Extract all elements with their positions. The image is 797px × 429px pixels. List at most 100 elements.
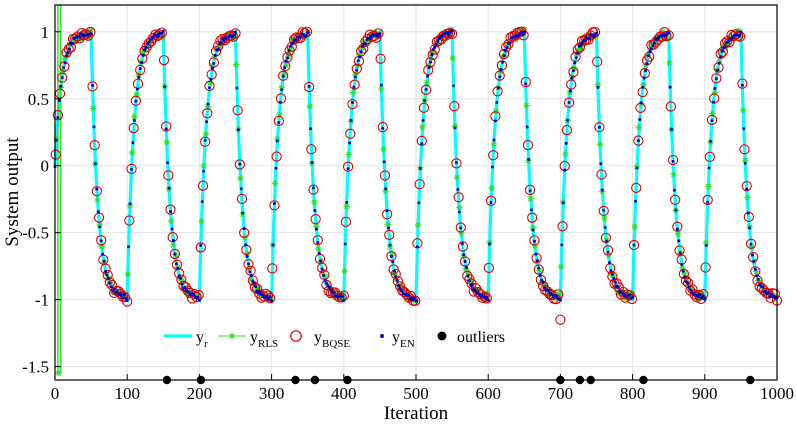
legend: yr yRLS yBQSE yEN outliers <box>164 329 505 350</box>
en-point <box>170 227 174 231</box>
en-point <box>756 278 760 282</box>
en-point <box>388 243 392 247</box>
rls-point <box>557 263 565 270</box>
bqse-point <box>739 144 750 155</box>
bqse-point <box>351 63 362 74</box>
bqse-point <box>600 232 612 244</box>
en-point <box>258 290 262 294</box>
en-point <box>236 128 240 132</box>
en-point <box>688 288 692 292</box>
bqse-point <box>459 256 471 267</box>
bqse-point <box>555 314 566 325</box>
en-point <box>327 285 331 289</box>
x-tick-label: 300 <box>259 384 285 403</box>
bqse-point <box>204 80 215 92</box>
legend-symbol-rls <box>218 332 246 340</box>
en-point <box>385 209 389 213</box>
bqse-point <box>737 78 748 89</box>
bqse-point <box>501 41 512 53</box>
bqse-point <box>70 33 81 44</box>
en-point <box>599 162 603 166</box>
en-point <box>527 158 531 162</box>
en-point <box>212 61 216 65</box>
en-point <box>352 85 356 89</box>
en-point <box>436 39 440 43</box>
en-point <box>319 259 323 263</box>
bqse-point <box>420 84 432 95</box>
rls-point <box>419 123 426 131</box>
rls-point <box>453 174 461 181</box>
en-point <box>569 89 573 93</box>
en-point <box>200 200 204 204</box>
legend-label: yEN <box>392 329 415 350</box>
en-point <box>203 138 207 142</box>
bqse-point <box>524 184 536 195</box>
en-point <box>134 99 138 103</box>
rls-point <box>349 89 357 96</box>
rls-point <box>666 59 673 66</box>
en-point <box>633 199 637 203</box>
x-tick-label: 1000 <box>760 384 794 403</box>
en-point <box>683 275 687 279</box>
en-point <box>283 66 287 70</box>
en-point <box>121 296 125 300</box>
bqse-point <box>163 170 174 181</box>
en-point <box>413 296 417 300</box>
bqse-point <box>745 238 757 249</box>
bqse-point <box>182 285 193 296</box>
en-point <box>278 100 282 104</box>
en-point <box>205 120 209 124</box>
rls-point <box>272 180 279 187</box>
en-point <box>105 273 109 277</box>
bqse-point <box>667 154 679 166</box>
bqse-point <box>410 295 421 306</box>
en-point <box>753 267 757 271</box>
en-point <box>216 48 220 52</box>
en-point <box>219 41 223 45</box>
en-point <box>687 285 691 289</box>
bqse-point <box>93 212 105 223</box>
en-point <box>740 83 744 87</box>
bqse-point <box>715 48 726 59</box>
en-point <box>603 226 607 230</box>
bqse-point <box>342 161 354 172</box>
en-point <box>746 211 750 215</box>
bqse-point <box>390 268 401 280</box>
bqse-point <box>312 235 323 246</box>
rls-point <box>90 105 97 112</box>
en-point <box>433 45 437 49</box>
en-point <box>504 48 508 52</box>
en-point <box>177 274 181 278</box>
x-tick-label: 100 <box>114 384 140 403</box>
en-point <box>54 138 58 142</box>
en-point <box>574 56 578 60</box>
en-point <box>131 141 135 145</box>
en-point <box>63 61 67 65</box>
en-point <box>208 86 212 90</box>
x-tick-label: 600 <box>475 384 501 403</box>
en-point <box>164 127 168 131</box>
en-point <box>415 245 419 249</box>
legend-symbol-bqse <box>290 330 302 342</box>
en-point <box>748 226 752 230</box>
en-point <box>382 160 386 164</box>
en-point <box>428 60 432 64</box>
rls-point <box>237 175 244 182</box>
bqse-point <box>165 204 176 215</box>
bqse-point <box>665 101 677 112</box>
en-point <box>493 119 497 123</box>
en-point <box>674 208 678 212</box>
en-point <box>323 279 327 283</box>
en-point <box>560 243 564 247</box>
en-point <box>95 187 99 191</box>
en-point <box>242 227 246 231</box>
series-en-markers <box>53 29 779 303</box>
bqse-point <box>598 205 609 217</box>
bqse-point <box>711 73 722 84</box>
rls-point <box>384 221 392 228</box>
bqse-point <box>50 149 61 160</box>
en-point <box>534 252 538 256</box>
en-point <box>125 298 129 302</box>
